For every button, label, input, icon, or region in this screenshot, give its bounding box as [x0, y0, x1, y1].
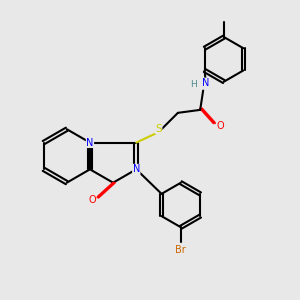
Text: N: N	[133, 164, 140, 174]
Text: O: O	[216, 121, 224, 131]
Text: H: H	[190, 80, 197, 89]
Text: S: S	[155, 124, 162, 134]
Text: N: N	[86, 138, 94, 148]
Text: N: N	[202, 78, 209, 88]
Text: Br: Br	[176, 244, 186, 255]
Text: O: O	[88, 195, 96, 205]
